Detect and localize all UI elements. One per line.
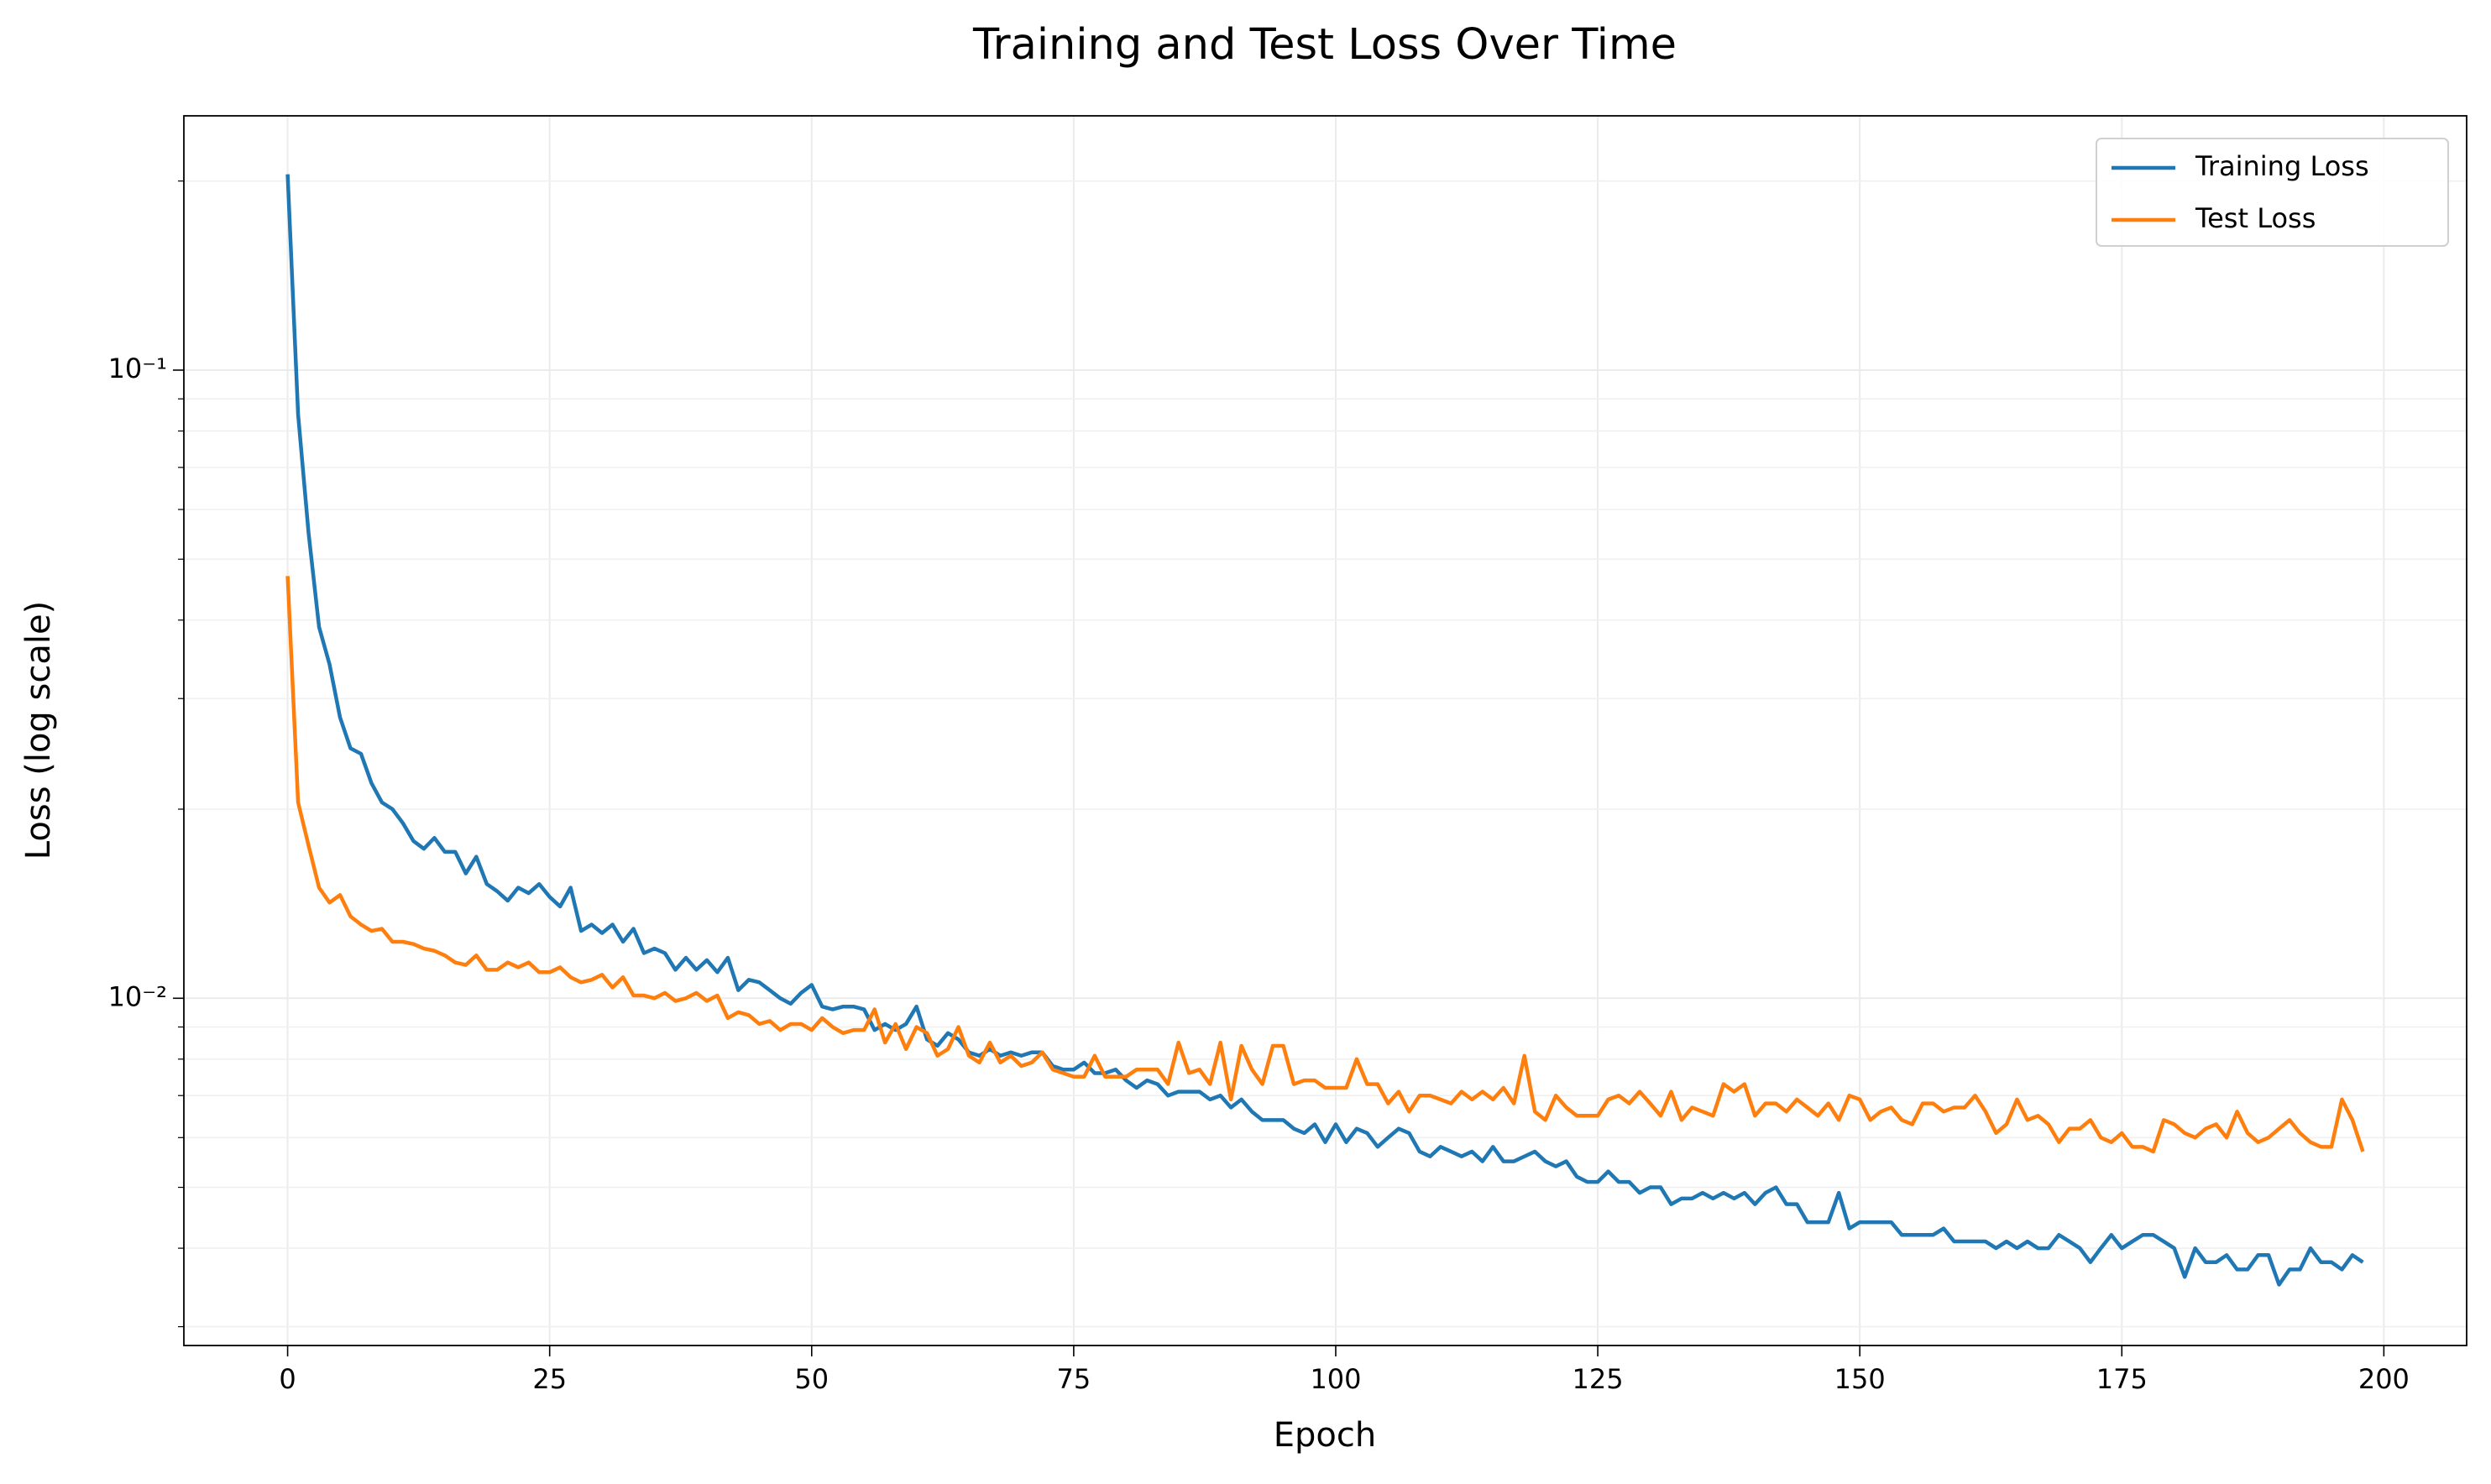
x-tick-label: 100 <box>1310 1363 1361 1395</box>
chart-title: Training and Test Loss Over Time <box>972 20 1677 70</box>
x-tick-label: 75 <box>1057 1363 1091 1395</box>
x-tick-label: 200 <box>2358 1363 2410 1395</box>
x-tick-label: 150 <box>1834 1363 1886 1395</box>
legend-label: Training Loss <box>2195 150 2369 182</box>
x-tick-label: 0 <box>279 1363 296 1395</box>
plot-lines <box>285 174 2365 1287</box>
grid <box>184 116 2467 1346</box>
y-axis-label: Loss (log scale) <box>19 601 58 860</box>
y-tick-label: 10⁻¹ <box>108 353 167 384</box>
legend-label: Test Loss <box>2195 202 2316 234</box>
x-tick-label: 50 <box>794 1363 829 1395</box>
x-tick-label: 175 <box>2096 1363 2148 1395</box>
series-line <box>285 174 2364 1287</box>
axes: 0 25 50 75 100 125 150 175 200 10⁻² 10⁻¹ Training L… <box>108 115 2467 1395</box>
series-line <box>285 576 2365 1154</box>
legend-box <box>2096 138 2449 247</box>
x-axis-label: Epoch <box>1274 1416 1376 1455</box>
plot-frame <box>183 115 2467 1346</box>
y-tick-label: 10⁻² <box>108 980 167 1012</box>
x-tick-label: 125 <box>1573 1363 1624 1395</box>
x-tick-label: 25 <box>532 1363 567 1395</box>
